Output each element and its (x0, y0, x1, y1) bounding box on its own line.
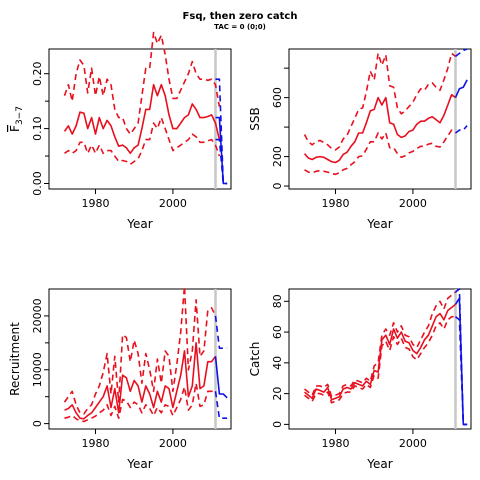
ssb-historic-upper-line (303, 52, 456, 151)
fbar-historic-upper-line (63, 31, 221, 135)
figure-subtitle: TAC = 0 (0;0) (214, 23, 266, 31)
fbar-x-tick-label: 1980 (81, 197, 109, 210)
fbar-plot-frame (48, 48, 232, 190)
catch-y-tick-label: 0 (271, 421, 284, 428)
fbar-y-axis-label: F3−7 (8, 106, 25, 132)
panel-fbar: 1980 2000 0.00 0.10 0.20 Year F3−7 (8, 31, 232, 231)
catch-x-tick-label: 1980 (321, 437, 349, 450)
recruitment-projection-lower-line (214, 391, 228, 420)
recruitment-y-tick-label: 0 (31, 420, 44, 427)
recruitment-x-tick-label: 1980 (81, 437, 109, 450)
ssb-x-tick-label: 2000 (399, 197, 427, 210)
catch-historic-lower-line (304, 315, 456, 404)
figure-title: Fsq, then zero catch (182, 11, 298, 22)
fbar-projection-median-line (215, 116, 228, 185)
ssb-y-axis-label: SSB (248, 107, 262, 130)
ssb-projection-median-line (454, 79, 468, 98)
panel-ssb: 1980 2000 0 200 600 Year SSB (248, 48, 472, 231)
catch-plot-frame (288, 288, 472, 430)
fbar-historic-median-line (63, 83, 221, 155)
catch-historic-upper-line (304, 291, 456, 398)
ssb-projection-lower-line (455, 125, 468, 134)
recruitment-plot-frame (48, 288, 232, 430)
ssb-projection-upper-line (455, 48, 468, 58)
recruitment-historic-upper-line (63, 285, 217, 415)
recruitment-x-axis-label: Year (126, 457, 152, 471)
fbar-y-tick-label: 0.10 (31, 116, 44, 141)
fbar-x-tick-label: 2000 (159, 197, 187, 210)
fbar-y-tick-label: 0.00 (31, 171, 44, 196)
fbar-y-tick-label: 0.20 (31, 61, 44, 86)
catch-y-tick-label: 20 (271, 387, 284, 401)
fbar-x-axis-label: Year (126, 217, 152, 231)
recruitment-y-axis-label: Recruitment (8, 322, 22, 396)
ssb-historic-lower-line (304, 129, 456, 176)
recruitment-y-tick-label: 20000 (31, 298, 44, 333)
recruitment-projection-upper-line (214, 315, 228, 350)
catch-y-tick-label: 60 (271, 325, 284, 339)
catch-y-axis-label: Catch (248, 342, 262, 377)
catch-y-tick-label: 40 (271, 356, 284, 370)
recruitment-y-tick-label: 10000 (31, 352, 44, 387)
catch-x-axis-label: Year (366, 457, 392, 471)
recruitment-x-tick-label: 2000 (159, 437, 187, 450)
recruitment-historic-median-line (64, 341, 217, 420)
ssb-x-tick-label: 1980 (321, 197, 349, 210)
ssb-y-tick-label: 600 (271, 87, 284, 108)
catch-y-tick-label: 80 (271, 294, 284, 308)
recruitment-projection-median-line (214, 356, 228, 399)
ssb-y-tick-label: 200 (271, 146, 284, 167)
ssb-x-axis-label: Year (366, 217, 392, 231)
ssb-plot-frame (288, 48, 472, 190)
panel-catch: 1980 2000 0 20 40 60 80 Year Catch (248, 288, 472, 471)
ssb-historic-median-line (303, 93, 456, 164)
catch-historic-median-line (304, 303, 456, 401)
ssb-y-tick-label: 0 (271, 183, 284, 190)
catch-projection-median-line (454, 297, 468, 426)
recruitment-historic-lower-line (64, 382, 216, 423)
catch-x-tick-label: 2000 (399, 437, 427, 450)
fbar-historic-lower-line (64, 116, 221, 166)
